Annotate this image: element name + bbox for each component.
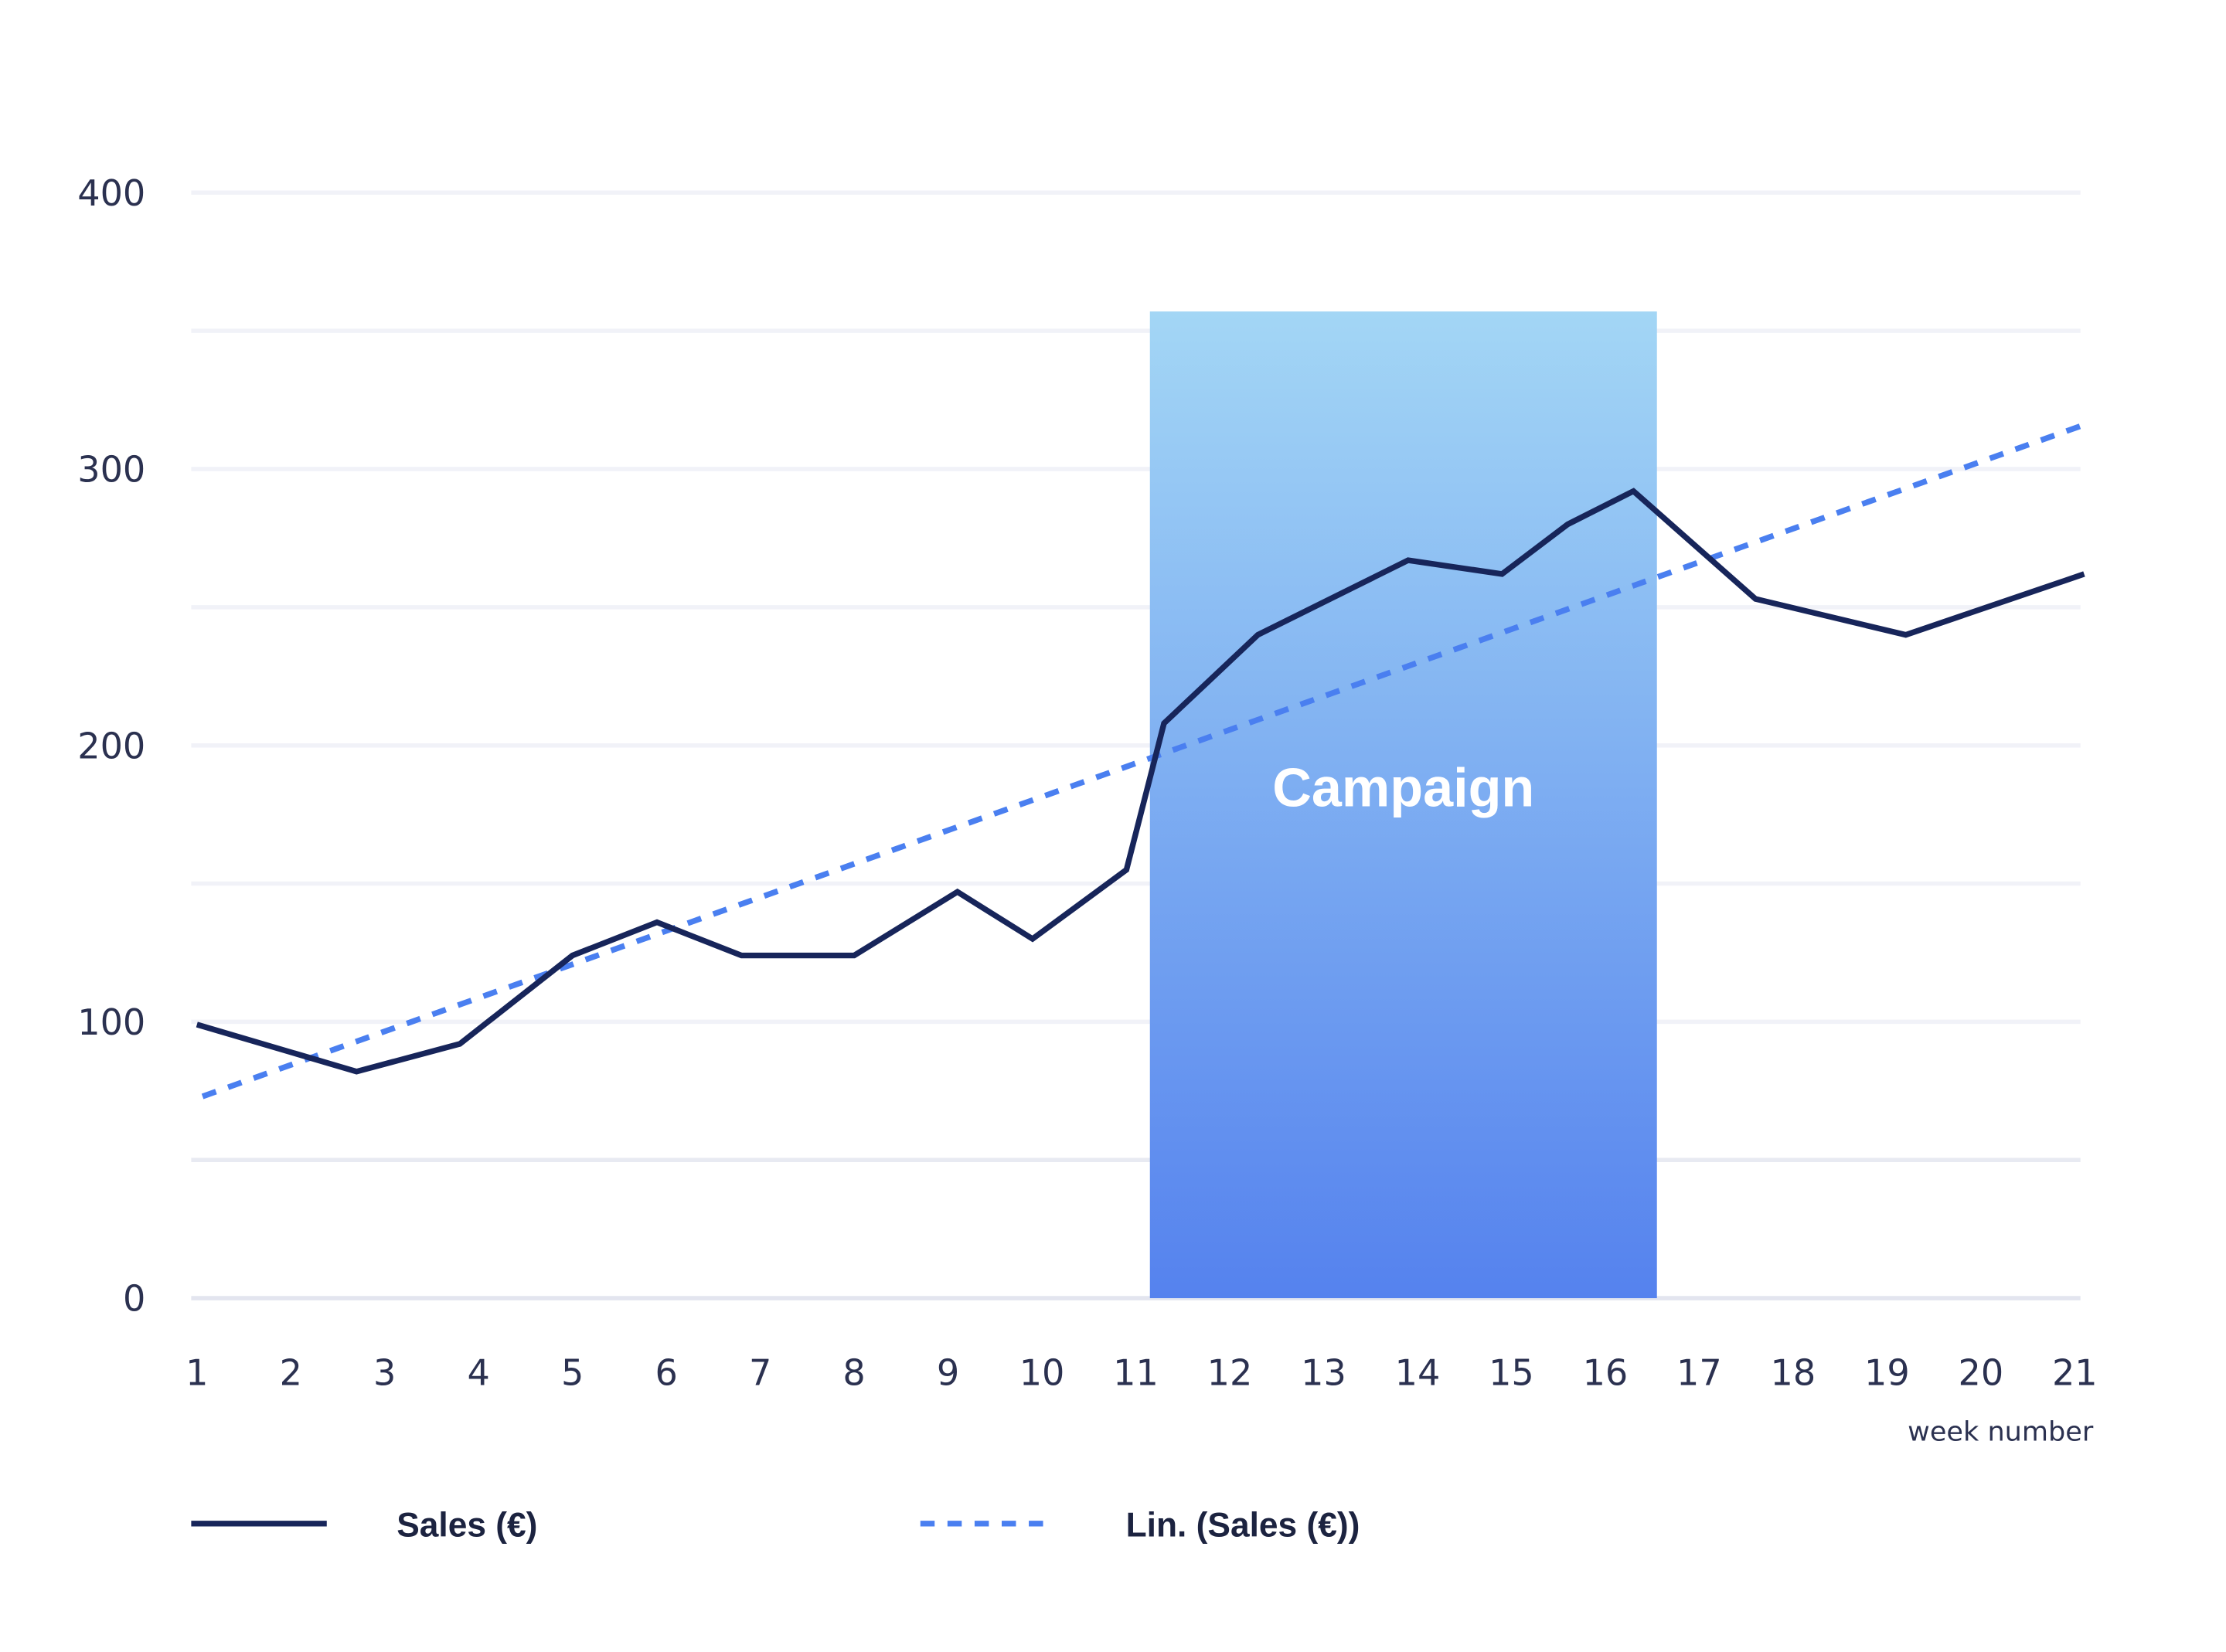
y-tick-label: 100 — [77, 1001, 145, 1043]
series-line-trend — [201, 422, 2085, 1100]
x-tick-label: 6 — [655, 1352, 677, 1394]
y-tick-label: 400 — [77, 172, 145, 214]
x-tick-label: 11 — [1113, 1352, 1159, 1394]
x-tick-label: 9 — [937, 1352, 959, 1394]
x-axis: 1 2 3 4 5 6 7 8 9 10 11 12 13 14 15 16 17 18 19 20 21 — [186, 1352, 2098, 1394]
x-tick-label: 2 — [280, 1352, 302, 1394]
x-tick-label: 13 — [1301, 1352, 1346, 1394]
x-tick-label: 7 — [749, 1352, 771, 1394]
legend: Sales (€) Lin. (Sales (€)) — [191, 1506, 1360, 1544]
x-tick-label: 17 — [1676, 1352, 1722, 1394]
y-tick-label: 0 — [123, 1278, 145, 1320]
campaign-label: Campaign — [1272, 756, 1534, 818]
x-tick-label: 20 — [1958, 1352, 2003, 1394]
legend-label-trend: Lin. (Sales (€)) — [1126, 1506, 1360, 1544]
x-tick-label: 12 — [1207, 1352, 1253, 1394]
x-axis-label: week number — [1908, 1416, 2094, 1448]
series — [196, 422, 2085, 1100]
y-axis: 0 100 200 300 400 — [77, 172, 145, 1320]
legend-label-sales: Sales (€) — [397, 1506, 537, 1544]
x-tick-label: 15 — [1489, 1352, 1534, 1394]
campaign-band — [1149, 311, 1657, 1299]
x-tick-label: 4 — [468, 1352, 490, 1394]
x-tick-label: 14 — [1395, 1352, 1441, 1394]
x-tick-label: 8 — [842, 1352, 865, 1394]
x-tick-label: 1 — [186, 1352, 208, 1394]
x-tick-label: 5 — [561, 1352, 584, 1394]
y-tick-label: 300 — [77, 449, 145, 491]
y-tick-label: 200 — [77, 725, 145, 767]
series-line-sales — [196, 488, 2085, 1075]
x-tick-label: 10 — [1019, 1352, 1065, 1394]
x-tick-label: 18 — [1771, 1352, 1816, 1394]
gridlines — [191, 190, 2081, 1300]
x-tick-label: 3 — [373, 1352, 396, 1394]
x-tick-label: 16 — [1583, 1352, 1629, 1394]
x-tick-label: 19 — [1864, 1352, 1910, 1394]
x-tick-label: 21 — [2052, 1352, 2098, 1394]
